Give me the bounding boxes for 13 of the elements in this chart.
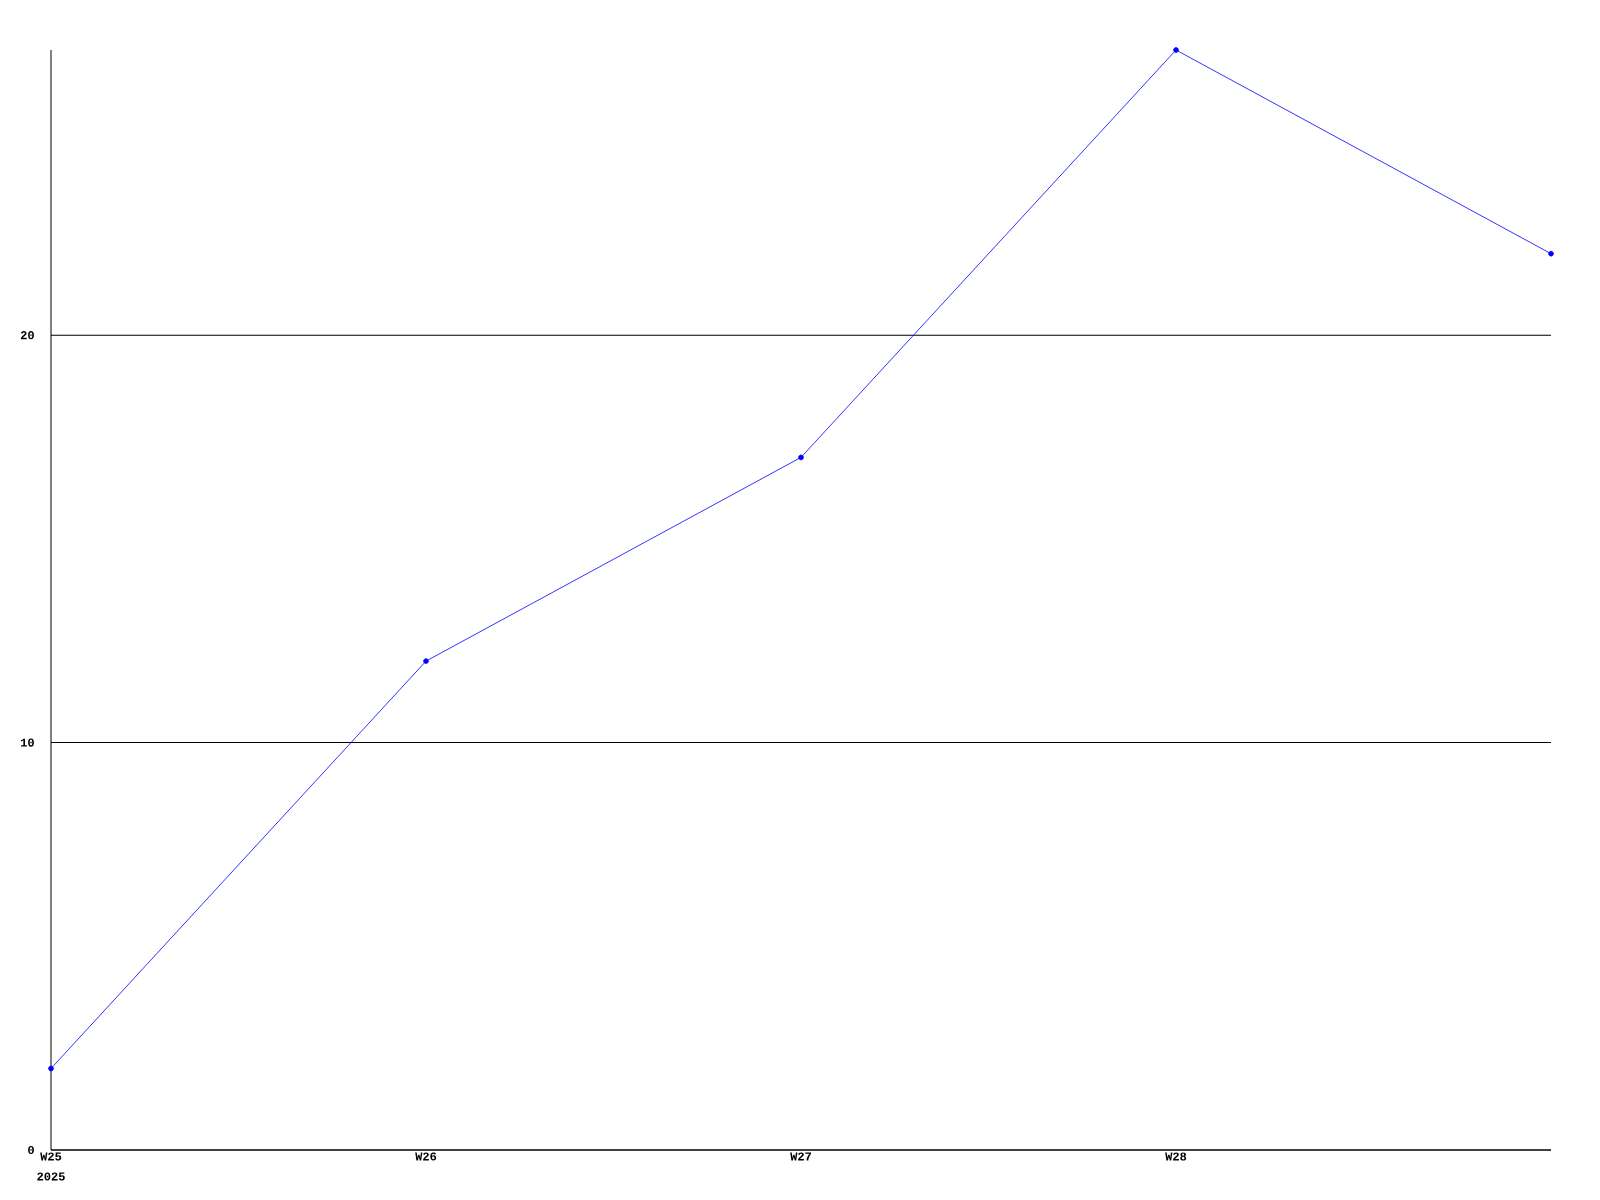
- x-tick-label: W28: [1165, 1152, 1187, 1161]
- point: [48, 1065, 54, 1072]
- point: [423, 658, 429, 664]
- y-tick-label: 0: [28, 1145, 34, 1155]
- point: [1548, 250, 1554, 257]
- x-tick-label: W27: [790, 1152, 812, 1161]
- y-tick-label: 10: [21, 738, 34, 747]
- point: [798, 454, 804, 461]
- y-tick-label: 20: [20, 331, 34, 340]
- text: 2025: [37, 1172, 65, 1181]
- x-tick-label: W26: [415, 1152, 437, 1161]
- x-tick-label: W25: [40, 1152, 62, 1161]
- point: [1173, 47, 1179, 53]
